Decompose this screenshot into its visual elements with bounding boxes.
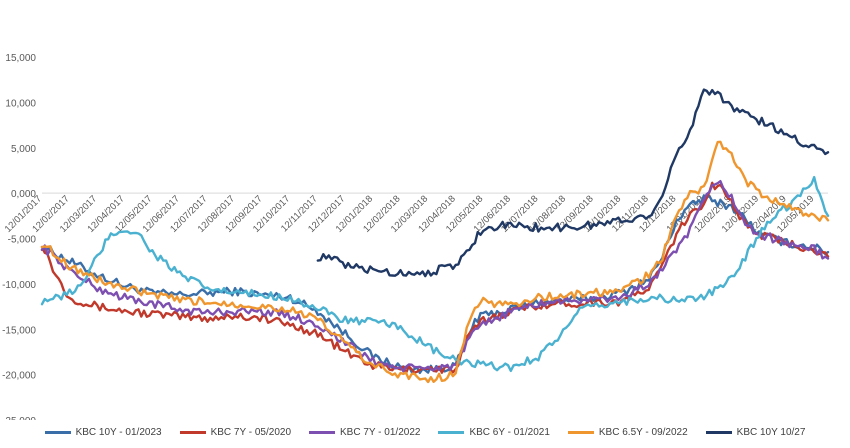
legend-item: KBC 7Y - 05/2020 (179, 422, 292, 442)
legend-swatch (179, 430, 206, 434)
y-tick-label: -5,000 (8, 235, 37, 246)
legend-item: KBC 10Y - 01/2023 (44, 422, 162, 442)
legend-swatch (567, 430, 594, 434)
y-tick-label: -15,000 (2, 325, 36, 336)
series-line (316, 88, 830, 278)
legend-label: KBC 7Y - 01/2022 (340, 426, 421, 438)
series-line (40, 140, 830, 384)
legend-item: KBC 7Y - 01/2022 (309, 422, 420, 442)
legend-item: KBC 6.5Y - 09/2022 (567, 422, 688, 442)
legend-swatch (438, 430, 465, 434)
legend-swatch (309, 430, 336, 434)
line-chart: -25,000 -20,000 -15,000 -10,000 -5,000 0,000 5… (2, 53, 830, 420)
y-tick-label: 10,000 (5, 98, 36, 109)
legend-swatch (44, 430, 71, 434)
y-tick-label: 15,000 (5, 53, 36, 64)
series-line (40, 175, 830, 373)
legend-label: KBC 10Y - 01/2023 (75, 426, 162, 438)
legend-item: KBC 6Y - 01/2021 (438, 422, 550, 442)
legend-label: KBC 10Y 10/27 (736, 426, 806, 438)
chart-legend: KBC 10Y - 01/2023 KBC 7Y - 05/2020 KBC 7Y … (0, 422, 850, 442)
series-line (40, 180, 830, 373)
legend-item: KBC 10Y 10/27 (705, 422, 806, 442)
y-tick-label: 5,000 (11, 144, 36, 155)
y-tick-label: -20,000 (2, 371, 36, 382)
legend-label: KBC 7Y - 05/2020 (210, 426, 292, 438)
legend-swatch (705, 430, 732, 434)
legend-label: KBC 6Y - 01/2021 (469, 426, 550, 438)
series-line (40, 181, 830, 375)
legend-label: KBC 6.5Y - 09/2022 (598, 426, 688, 438)
y-tick-label: -10,000 (2, 280, 36, 291)
y-tick-label: 0,000 (11, 189, 36, 200)
y-tick-label: -25,000 (2, 416, 36, 420)
